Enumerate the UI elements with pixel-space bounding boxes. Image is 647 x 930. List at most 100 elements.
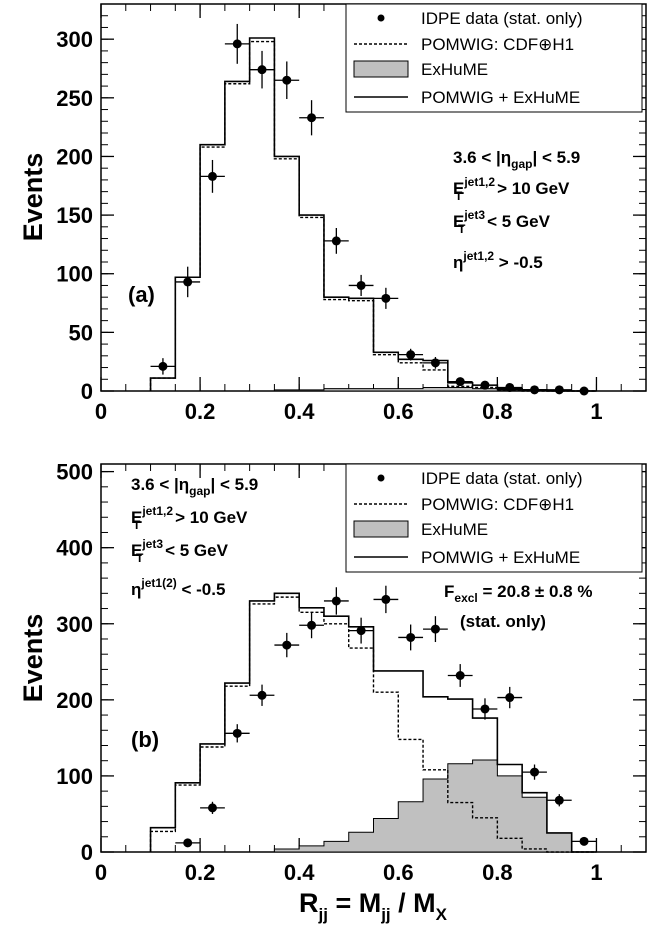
panel-b-data-point <box>554 795 564 805</box>
panel-a-series-pomwig-plus-exhume <box>149 37 597 392</box>
panel-a-x-tick-labels: 0 0.2 0.4 0.6 0.8 1 <box>95 399 603 424</box>
panel-a-data-point <box>381 293 391 303</box>
panel-b-x-tick-label: 0.8 <box>482 860 513 885</box>
panel-b-data-point <box>183 838 193 848</box>
panel-a-legend-sum-label: POMWIG + ExHuME <box>421 88 580 107</box>
panel-b-y-tick-label: 300 <box>56 612 93 637</box>
panel-a-data-point <box>331 236 341 246</box>
panel-a-y-tick-label: 250 <box>56 86 93 111</box>
panel-b-x-tick-label: 0.2 <box>185 860 216 885</box>
panel-b-fexcl-value: Fexcl = 20.8 ± 0.8 % <box>444 582 592 605</box>
panel-a-cuts: 3.6 < |ηgap| < 5.9 Ejet1,2 T > 10 GeV Eje… <box>453 148 580 272</box>
panel-b-cuts: 3.6 < |ηgap| < 5.9 Ejet1,2 T > 10 GeV Eje… <box>131 475 258 599</box>
panel-a-data-point <box>356 280 366 290</box>
x-axis-title: Rjj = Mjj / MX <box>299 888 448 924</box>
panel-b-data-point <box>579 836 589 846</box>
panel-a-y-axis-title: Events <box>18 153 48 242</box>
panel-a-data-point <box>455 377 465 387</box>
panel-a-data-point <box>480 380 490 390</box>
panel-b-data-point <box>356 626 366 636</box>
panel-a-data-point <box>307 113 317 123</box>
panel-b-legend-box <box>345 463 643 573</box>
panel-b-data-point <box>331 596 341 606</box>
panel-a-y-tick-labels: 0 50 100 150 200 250 300 <box>56 27 93 404</box>
panel-b-x-tick-label: 0.4 <box>284 860 315 885</box>
panel-b-cut-et-jet3: Ejet3 T < 5 GeV <box>131 537 229 565</box>
panel-b-legend-exhume-label: ExHuME <box>421 520 488 539</box>
panel-b-y-tick-labels: 0 100 200 300 400 500 <box>56 460 93 865</box>
panel-a-marks <box>149 23 597 396</box>
panel-b-series-exhume <box>150 759 597 853</box>
panel-a-data-point <box>505 382 515 392</box>
panel-a-x-tick-label: 0.8 <box>482 399 513 424</box>
panel-a-x-tick-label: 0 <box>95 399 107 424</box>
panel-b-data-point <box>257 690 267 700</box>
panel-b-y-axis-title: Events <box>18 614 48 703</box>
panel-b-marks <box>149 585 597 853</box>
panel-a-y-tick-label: 150 <box>56 203 93 228</box>
panel-b-series-pomwig <box>149 596 597 853</box>
panel-b-data-point <box>207 803 217 813</box>
panel-a-legend-data-label: IDPE data (stat. only) <box>421 9 583 28</box>
panel-b-legend-pomwig-label: POMWIG: CDF⊕H1 <box>421 495 574 514</box>
panel-a-legend-pomwig-label: POMWIG: CDF⊕H1 <box>421 35 574 54</box>
panel-a-cut-eta-gap: 3.6 < |ηgap| < 5.9 <box>453 148 580 171</box>
panel-b-fexcl-stat-note: (stat. only) <box>460 612 546 631</box>
panel-a-y-tick-label: 0 <box>81 379 93 404</box>
panel-b-data-point <box>307 620 317 630</box>
panel-a-y-tick-label: 200 <box>56 144 93 169</box>
panel-b-data-point <box>530 767 540 777</box>
panel-a-cut-eta-jet: ηjet1,2 > -0.5 <box>453 249 543 272</box>
panel-a-data-point <box>257 65 267 75</box>
panel-b: 0 100 200 300 400 500 0 0.2 0.4 0.6 0.8 1 Events (… <box>18 460 647 885</box>
panel-b-legend-sum-label: POMWIG + ExHuME <box>421 548 580 567</box>
panel-b-y-tick-label: 200 <box>56 688 93 713</box>
panel-a: 0 50 100 150 200 250 300 0 0.2 0.4 0.6 0.8 1 Events… <box>18 3 647 424</box>
panel-a-legend: IDPE data (stat. only) POMWIG: CDF⊕H1 Ex… <box>345 3 643 113</box>
panel-a-data-point <box>282 75 292 85</box>
panel-b-x-tick-label: 0 <box>95 860 107 885</box>
panel-b-x-tick-labels: 0 0.2 0.4 0.6 0.8 1 <box>95 860 603 885</box>
panel-a-data-point <box>579 386 589 396</box>
panel-a-data-point <box>530 385 540 395</box>
panel-a-legend-exhume-swatch <box>353 60 409 78</box>
panel-a-data-point <box>158 361 168 371</box>
panel-b-data-point <box>381 594 391 604</box>
panel-a-data-point <box>554 385 564 395</box>
panel-b-fexcl: Fexcl = 20.8 ± 0.8 % (stat. only) <box>444 582 592 631</box>
panel-a-data-point <box>430 358 440 368</box>
panel-b-data-point <box>480 704 490 714</box>
panel-b-y-tick-label: 100 <box>56 764 93 789</box>
panel-a-data-point <box>183 277 193 287</box>
panel-a-data-point <box>406 350 416 360</box>
panel-b-data-point <box>430 624 440 634</box>
panel-b-y-tick-label: 500 <box>56 460 93 485</box>
panel-b-tag: (b) <box>131 727 159 752</box>
panel-a-series-pomwig <box>149 40 597 392</box>
panel-b-cut-eta-jet: ηjet1(2) < -0.5 <box>131 576 225 599</box>
panel-a-cut-et-jet12: Ejet1,2 T > 10 GeV <box>453 175 570 203</box>
panel-a-data-point <box>207 171 217 181</box>
panel-a-x-tick-label: 1 <box>590 399 602 424</box>
panel-a-x-tick-label: 0.4 <box>284 399 315 424</box>
panel-b-legend-exhume-swatch <box>353 520 409 538</box>
panel-b-ticks <box>100 464 647 853</box>
panel-a-x-tick-label: 0.6 <box>383 399 414 424</box>
panel-b-cut-eta-gap: 3.6 < |ηgap| < 5.9 <box>131 475 258 498</box>
panel-b-x-tick-label: 1 <box>590 860 602 885</box>
panel-a-cut-et-jet3: Ejet3 T < 5 GeV <box>453 208 551 236</box>
panel-b-legend-data-label: IDPE data (stat. only) <box>421 469 583 488</box>
panel-b-y-tick-label: 400 <box>56 536 93 561</box>
panel-b-data-point <box>232 728 242 738</box>
panel-a-y-tick-label: 50 <box>69 320 93 345</box>
panel-b-legend-data-marker <box>377 474 385 482</box>
panel-a-data-point <box>232 39 242 49</box>
panel-a-x-tick-label: 0.2 <box>185 399 216 424</box>
panel-b-y-tick-label: 0 <box>81 840 93 865</box>
panel-a-legend-exhume-label: ExHuME <box>421 60 488 79</box>
panel-a-y-tick-label: 100 <box>56 262 93 287</box>
panel-b-cut-et-jet12: Ejet1,2 T > 10 GeV <box>131 504 248 532</box>
panel-b-x-tick-label: 0.6 <box>383 860 414 885</box>
panel-a-legend-box <box>345 3 643 113</box>
